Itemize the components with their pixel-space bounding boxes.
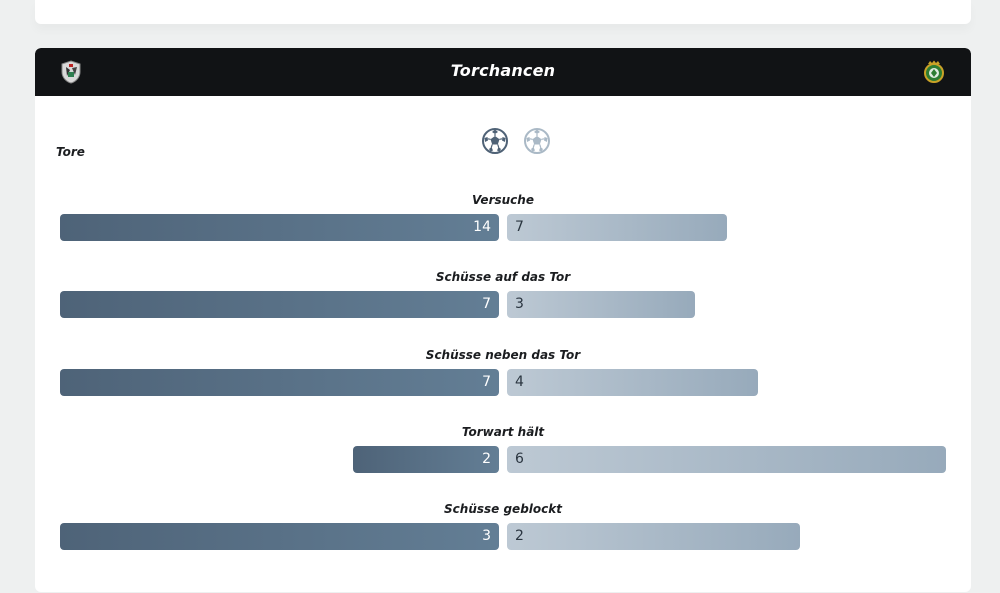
home-stat-bar: 7 (60, 291, 499, 318)
chances-card: Torchancen Tore Versu (35, 48, 971, 592)
stat-label: Schüsse neben das Tor (425, 348, 581, 362)
away-club-crest-icon (924, 60, 944, 83)
home-stat-bar: 14 (60, 214, 499, 241)
previous-card (35, 0, 971, 24)
goals-label: Tore (56, 145, 85, 159)
home-stat-bar: 7 (60, 369, 499, 396)
away-stat-bar: 3 (507, 291, 695, 318)
stat-label: Schüsse geblockt (444, 502, 562, 516)
away-stat-bar: 2 (507, 523, 800, 550)
home-stat-bar: 2 (353, 446, 499, 473)
home-stat-bar: 3 (60, 523, 499, 550)
stat-label: Schüsse auf das Tor (435, 270, 571, 284)
stat-label: Versuche (472, 193, 534, 207)
away-goal-soccer-ball-icon (524, 128, 550, 154)
card-header: Torchancen (35, 48, 971, 96)
home-club-crest-icon (61, 60, 81, 84)
away-stat-bar: 7 (507, 214, 727, 241)
card-title: Torchancen (450, 61, 556, 80)
home-goal-soccer-ball-icon (482, 128, 508, 154)
stat-label: Torwart hält (461, 425, 545, 439)
away-stat-bar: 6 (507, 446, 946, 473)
away-stat-bar: 4 (507, 369, 758, 396)
